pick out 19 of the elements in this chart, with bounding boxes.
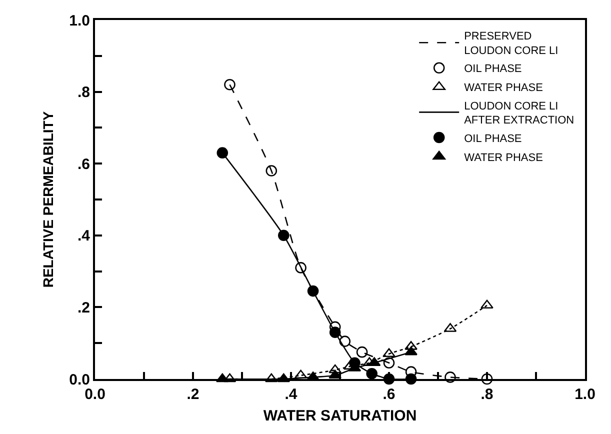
x-axis-title: WATER SATURATION <box>263 408 417 424</box>
x-tick-label: .6 <box>382 386 396 403</box>
y-tick-label: .6 <box>77 156 90 173</box>
y-tick-label: .2 <box>77 299 90 316</box>
y-tick-label: 0.0 <box>69 371 90 388</box>
legend-label: LOUDON CORE LI AFTER EXTRACTION <box>464 100 574 127</box>
x-tick-label: .2 <box>186 386 200 403</box>
legend-label: OIL PHASE <box>464 132 522 145</box>
legend-label: WATER PHASE <box>464 152 543 164</box>
y-tick-label: .4 <box>77 228 91 245</box>
legend-label: PRESERVED LOUDON CORE LI <box>464 30 558 58</box>
y-axis-title: RELATIVE PERMEABILITY <box>40 110 56 288</box>
legend-label: OIL PHASE <box>464 63 522 76</box>
y-tick-label: 1.0 <box>69 12 90 30</box>
x-tick-label: .8 <box>480 386 494 403</box>
x-tick-label: 1.0 <box>574 386 596 403</box>
x-tick-label: .4 <box>284 386 298 403</box>
legend-label: WATER PHASE <box>464 82 543 94</box>
y-tick-label: .8 <box>77 84 90 102</box>
